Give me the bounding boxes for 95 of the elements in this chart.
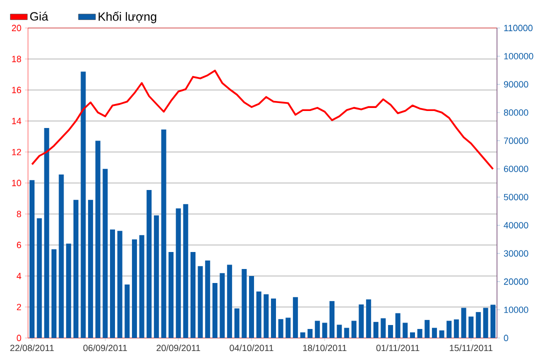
x-tick-label: 01/11/2011 xyxy=(376,344,420,352)
bar xyxy=(330,301,335,338)
bar xyxy=(300,332,306,338)
bar xyxy=(256,291,262,338)
x-tick-label: 22/08/2011 xyxy=(10,344,54,352)
bar xyxy=(402,322,408,338)
x-tick-label: 06/09/2011 xyxy=(83,344,127,352)
x-tick-label: 04/10/2011 xyxy=(230,344,274,352)
bar xyxy=(51,249,56,338)
y-tick-label: 2 xyxy=(16,304,22,310)
bar xyxy=(439,330,444,338)
y-tick-label: 16 xyxy=(12,86,22,94)
bar xyxy=(380,318,386,338)
bar xyxy=(30,180,35,338)
bar xyxy=(483,308,488,338)
bar xyxy=(124,284,130,338)
bar xyxy=(322,322,328,338)
y2-tick-label: 110000 xyxy=(504,24,533,32)
y-tick-label: 14 xyxy=(12,118,22,124)
y-tick-label: 8 xyxy=(16,210,22,218)
bar xyxy=(358,304,364,338)
y-tick-label: 18 xyxy=(12,56,22,62)
bar xyxy=(278,319,284,338)
bar xyxy=(351,320,356,338)
bar xyxy=(95,140,100,338)
bar xyxy=(132,239,137,338)
bar xyxy=(146,190,152,338)
bar xyxy=(410,332,415,338)
legend-label: Khối lượng xyxy=(98,12,156,24)
y-tick-label: 10 xyxy=(12,180,22,186)
bar xyxy=(424,320,430,338)
bar xyxy=(110,229,116,338)
bar xyxy=(102,168,108,338)
bar xyxy=(139,235,144,338)
bar xyxy=(468,316,474,338)
bar xyxy=(432,328,437,338)
bar xyxy=(264,294,269,338)
bar xyxy=(270,298,276,338)
y2-tick-label: 100000 xyxy=(504,52,534,60)
y2-tick-label: 30000 xyxy=(504,250,528,257)
y2-tick-label: 80000 xyxy=(504,109,528,116)
bar xyxy=(308,328,313,338)
y-tick-label: 6 xyxy=(16,242,22,248)
bar xyxy=(161,129,166,338)
x-tick-label: 18/10/2011 xyxy=(303,344,346,352)
bar xyxy=(66,244,72,338)
bar xyxy=(220,273,225,338)
bar xyxy=(395,313,400,338)
bar xyxy=(388,325,394,338)
legend-label: Giá xyxy=(30,12,48,21)
bar xyxy=(314,320,320,338)
bar xyxy=(44,128,50,338)
y-tick-label: 4 xyxy=(16,272,22,280)
bar xyxy=(292,297,298,338)
bar xyxy=(212,283,218,338)
y2-tick-label: 60000 xyxy=(504,166,528,172)
y2-tick-label: 70000 xyxy=(504,138,528,144)
bar xyxy=(227,264,232,338)
y-tick-label: 20 xyxy=(12,24,22,32)
bar xyxy=(286,318,291,338)
bar xyxy=(36,218,42,338)
bar xyxy=(176,208,181,338)
y2-tick-label: 40000 xyxy=(504,222,528,228)
bar xyxy=(58,174,64,338)
bar xyxy=(80,72,86,338)
bar xyxy=(366,299,372,338)
y2-tick-label: 20000 xyxy=(504,278,528,285)
bar xyxy=(183,204,188,338)
bar xyxy=(234,308,240,338)
bar xyxy=(249,276,254,338)
bar xyxy=(73,200,78,338)
y2-tick-label: 90000 xyxy=(504,81,528,88)
y-tick-label: 0 xyxy=(16,334,22,342)
bar xyxy=(88,200,94,338)
y2-tick-label: 0 xyxy=(504,334,508,342)
bar xyxy=(446,320,452,338)
y2-tick-label: 50000 xyxy=(504,194,528,200)
bar xyxy=(336,324,342,338)
x-tick-label: 15/11/2011 xyxy=(450,344,492,352)
bar xyxy=(205,260,210,338)
bar xyxy=(454,319,459,338)
bar xyxy=(417,328,422,338)
y2-tick-label: 10000 xyxy=(504,306,528,313)
bar xyxy=(476,312,481,338)
bar xyxy=(198,266,203,338)
bar xyxy=(373,322,378,338)
bar xyxy=(190,252,196,338)
y-tick-label: 12 xyxy=(12,148,22,156)
bar xyxy=(117,230,122,338)
bar xyxy=(168,252,174,338)
bar xyxy=(154,215,159,338)
bar xyxy=(242,268,247,338)
bar xyxy=(344,328,350,338)
bar xyxy=(461,308,466,338)
x-tick-label: 20/09/2011 xyxy=(156,344,200,352)
